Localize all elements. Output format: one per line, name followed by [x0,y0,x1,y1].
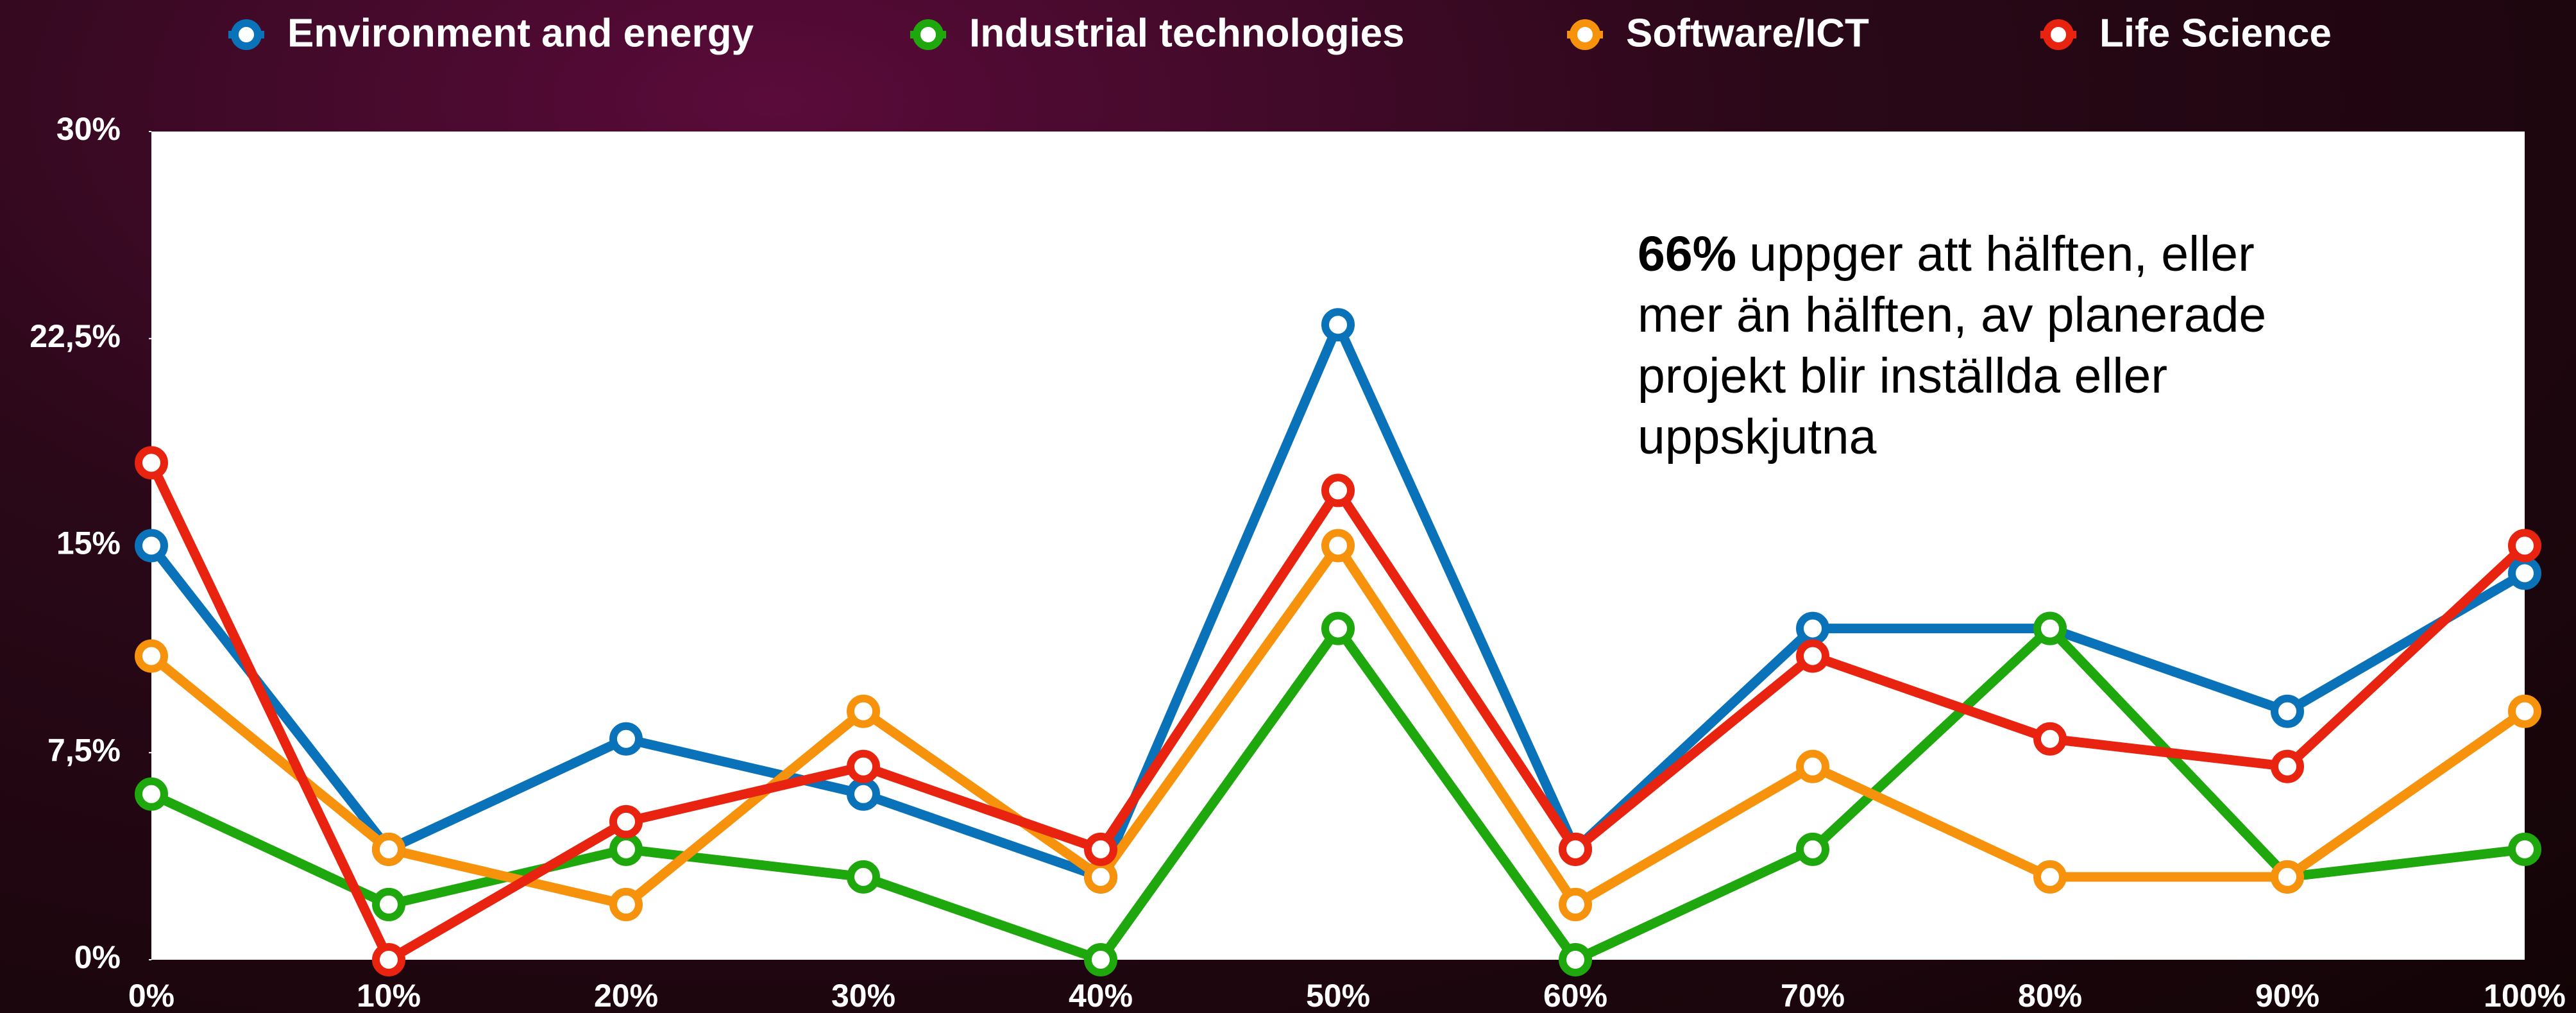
point-marker [2271,694,2304,728]
legend-marker [1570,19,1600,50]
annotation-bold: 66% [1638,226,1736,282]
y-tick-label: 30% [56,111,121,147]
y-tick-label: 7,5% [47,732,121,768]
x-tick-label: 30% [831,978,895,1013]
point-marker [2033,860,2067,894]
x-tick-label: 100% [2484,978,2566,1013]
point-marker [2033,722,2067,756]
x-tick-label: 0% [128,978,174,1013]
x-tick-label: 60% [1543,978,1607,1013]
point-marker [609,804,643,838]
point-marker [847,777,880,811]
x-tick-label: 80% [2018,978,2082,1013]
point-marker [609,722,643,756]
point-marker [1321,473,1355,507]
point-marker [1796,832,1829,866]
point-marker [609,887,643,921]
x-tick-label: 20% [594,978,658,1013]
y-tick-label: 22,5% [30,318,121,354]
point-marker [2508,832,2541,866]
annotation-line: uppger att hälften, eller [1749,226,2255,282]
legend-marker [2043,19,2074,50]
point-marker [135,777,168,811]
point-marker [1084,860,1117,894]
x-tick-label: 70% [1781,978,1845,1013]
point-marker [1321,611,1355,645]
x-tick-label: 90% [2255,978,2319,1013]
point-marker [1796,611,1829,645]
legend-label: Environment and energy [287,11,754,55]
point-marker [2508,529,2541,563]
point-marker [1559,943,1592,976]
point-marker [135,529,168,563]
point-marker [2508,556,2541,590]
point-marker [135,639,168,673]
point-marker [1796,639,1829,673]
y-tick-label: 0% [74,939,121,975]
annotation: 66% uppger att hälften, eller mer än hälft… [1638,226,2266,464]
point-marker [847,749,880,783]
x-tick-label: 10% [357,978,421,1013]
annotation-line: projekt blir inställda eller [1638,348,2167,404]
point-marker [609,832,643,866]
point-marker [2271,749,2304,783]
point-marker [135,446,168,480]
point-marker [372,943,405,976]
y-tick-label: 15% [56,525,121,561]
point-marker [1559,887,1592,921]
point-marker [1084,832,1117,866]
legend-label: Industrial technologies [969,11,1405,55]
point-marker [2508,694,2541,728]
point-marker [1321,529,1355,563]
point-marker [2033,611,2067,645]
legend-label: Software/ICT [1626,11,1869,55]
point-marker [372,887,405,921]
point-marker [1084,943,1117,976]
legend-marker [913,19,944,50]
point-marker [1796,749,1829,783]
point-marker [372,832,405,866]
point-marker [1559,832,1592,866]
legend-marker [231,19,262,50]
point-marker [2271,860,2304,894]
point-marker [1321,308,1355,342]
annotation-line: uppskjutna [1638,409,1877,464]
point-marker [847,694,880,728]
point-marker [847,860,880,894]
legend-label: Life Science [2099,11,2332,55]
x-tick-label: 50% [1306,978,1370,1013]
annotation-line: mer än hälften, av planerade [1638,287,2266,343]
x-tick-label: 40% [1069,978,1133,1013]
